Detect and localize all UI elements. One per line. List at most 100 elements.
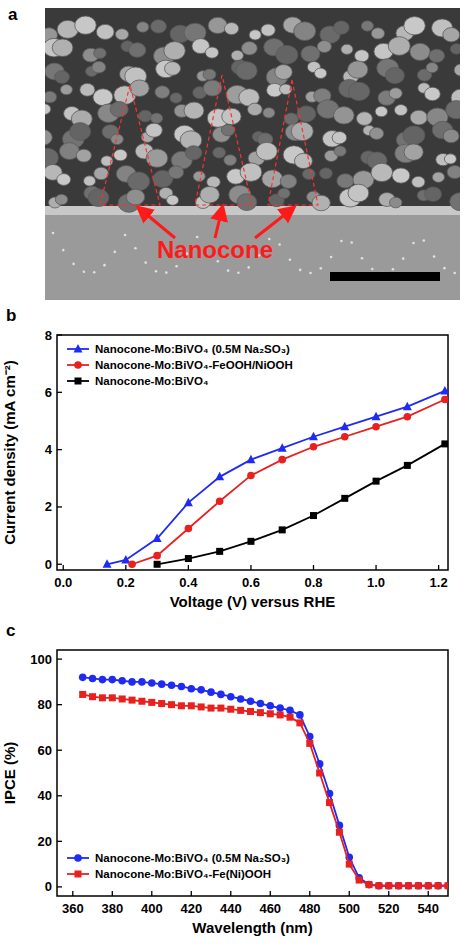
sem-grain (297, 106, 316, 122)
data-point (99, 694, 106, 701)
sem-grain (348, 82, 369, 100)
data-point (257, 709, 264, 716)
data-point (178, 702, 185, 709)
x-tick (151, 891, 152, 896)
sem-grain (80, 83, 95, 96)
arrow (140, 209, 175, 238)
data-point (227, 693, 235, 701)
sem-grain (203, 69, 216, 80)
x-tick-label: 1.0 (367, 575, 385, 590)
x-tick-label: 360 (62, 901, 84, 916)
data-point (119, 695, 126, 702)
data-point (215, 472, 224, 481)
data-point (276, 704, 284, 712)
sem-dot (423, 239, 426, 242)
data-point (375, 882, 382, 889)
data-point (138, 698, 145, 705)
sem-grain (371, 163, 393, 181)
sem-grain (355, 50, 369, 62)
y-tick (57, 392, 62, 393)
data-point (187, 685, 195, 693)
sem-grain (429, 49, 444, 62)
sem-grain (334, 107, 355, 124)
y-tick-label: 4 (45, 442, 53, 457)
sem-grain (444, 154, 456, 164)
sem-grain (348, 184, 369, 202)
sem-grain (424, 87, 440, 100)
data-point (373, 478, 380, 485)
sem-dot (371, 268, 374, 271)
sem-dot (402, 257, 405, 260)
sem-dot (72, 263, 75, 266)
sem-grain (205, 47, 218, 58)
data-point (129, 697, 136, 704)
sem-grain (170, 93, 182, 103)
data-point (405, 882, 413, 890)
sem-grain (110, 102, 128, 117)
sem-grain (385, 67, 404, 83)
legend-label: Nanocone-Mo:BiVO₄ (95, 375, 208, 387)
y-tick-label: 80 (38, 697, 52, 712)
data-point (153, 552, 161, 560)
sem-grain (278, 188, 290, 198)
sem-grain (55, 194, 67, 205)
sem-dot (144, 261, 147, 264)
data-point (372, 412, 381, 421)
sem-grain (237, 194, 257, 211)
sem-grain (137, 22, 149, 32)
sem-grain (394, 105, 407, 116)
y-tick-label: 0 (45, 557, 52, 572)
y-tick-label: 8 (45, 328, 52, 343)
legend-label: Nanocone-Mo:BiVO₄ (0.5M Na₂SO₃) (95, 343, 290, 355)
x-tick (309, 891, 310, 896)
sem-grain (410, 110, 427, 125)
sem-grain (341, 44, 353, 54)
annotation: Nanocone (157, 236, 273, 263)
sem-grain (151, 113, 163, 123)
y-axis-title: Current density (mA cm⁻²) (1, 360, 18, 544)
data-point (385, 882, 393, 890)
y-tick-label: 6 (45, 385, 52, 400)
series-line (83, 677, 448, 885)
data-point (207, 688, 215, 696)
sem-grain (221, 124, 234, 135)
data-point (372, 423, 380, 431)
sem-grain (184, 102, 204, 119)
data-point (79, 691, 86, 698)
data-point (375, 882, 383, 890)
sem-grain (242, 42, 258, 55)
x-tick (438, 565, 439, 570)
sem-grain (236, 62, 257, 80)
legend-marker (74, 854, 82, 862)
sem-grain (410, 43, 430, 60)
data-point (227, 706, 234, 713)
x-tick-label: 0.4 (179, 575, 198, 590)
data-point (217, 705, 224, 712)
nanocone-outline (195, 75, 252, 205)
sem-grain (151, 20, 167, 33)
panel-letter: c (6, 621, 15, 640)
data-point (216, 497, 224, 505)
nanocone-outline (100, 85, 160, 205)
data-point (168, 701, 175, 708)
sem-grain (45, 91, 57, 103)
data-point (286, 707, 294, 715)
data-point (309, 432, 318, 441)
y-tick (57, 795, 62, 796)
sem-grain (404, 144, 423, 160)
sem-grain (57, 174, 71, 186)
sem-grain (334, 146, 346, 156)
sem-dot (237, 272, 240, 275)
data-point (99, 676, 107, 684)
x-tick-label: 480 (299, 901, 321, 916)
y-tick-label: 20 (38, 834, 52, 849)
sem-grain (126, 189, 145, 205)
sem-grain (263, 108, 275, 118)
sem-grain (317, 41, 331, 53)
series-line (132, 399, 445, 564)
x-tick-label: 1.2 (430, 575, 448, 590)
sem-dot (227, 269, 230, 272)
data-area (103, 386, 448, 568)
sem-grain (389, 88, 402, 99)
x-tick-label: 420 (180, 901, 202, 916)
